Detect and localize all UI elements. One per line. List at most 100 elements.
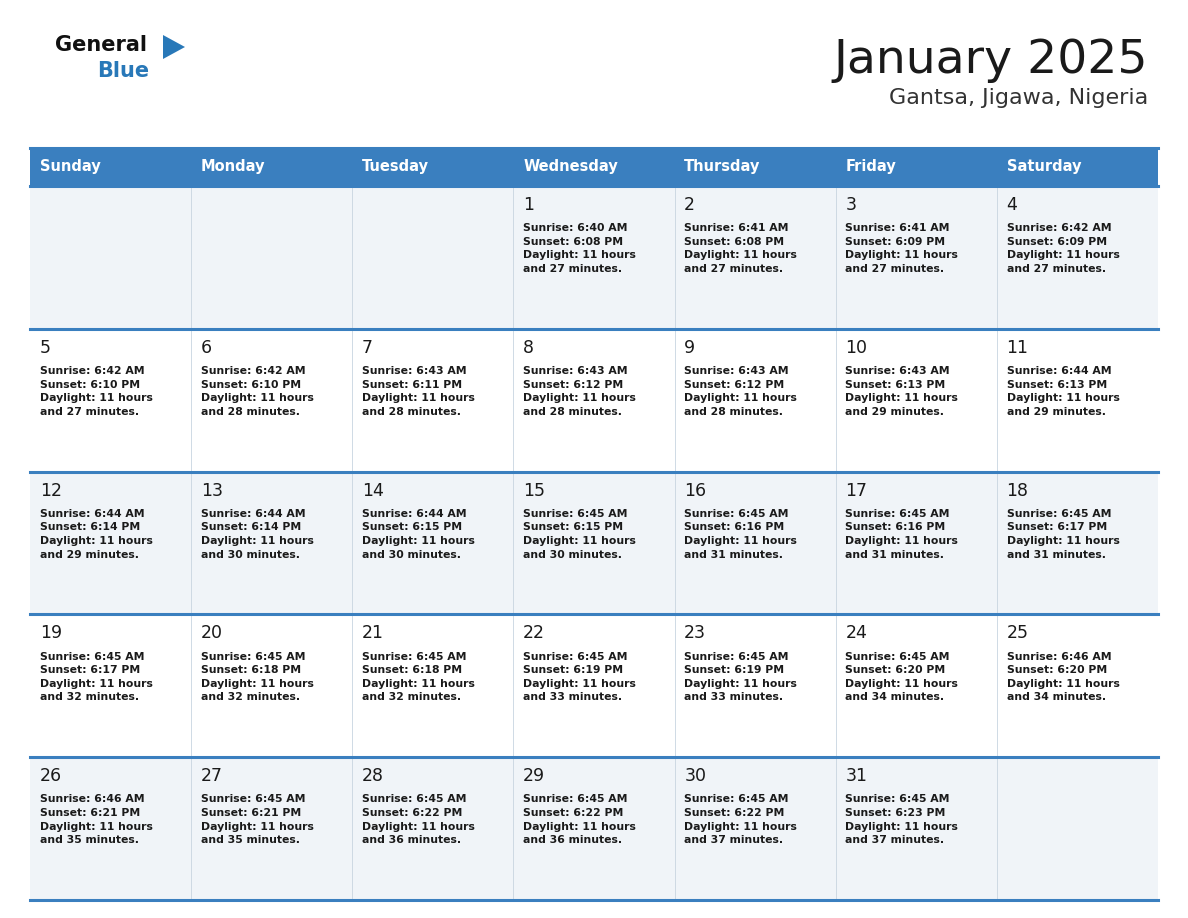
Bar: [30, 329, 191, 472]
Text: Sunrise: 6:45 AM
Sunset: 6:22 PM
Daylight: 11 hours
and 36 minutes.: Sunrise: 6:45 AM Sunset: 6:22 PM Dayligh…: [362, 794, 475, 845]
Bar: [835, 186, 997, 329]
Bar: [675, 329, 835, 472]
Text: Sunrise: 6:43 AM
Sunset: 6:12 PM
Daylight: 11 hours
and 28 minutes.: Sunrise: 6:43 AM Sunset: 6:12 PM Dayligh…: [684, 366, 797, 417]
Bar: [353, 472, 513, 614]
Text: Sunrise: 6:46 AM
Sunset: 6:20 PM
Daylight: 11 hours
and 34 minutes.: Sunrise: 6:46 AM Sunset: 6:20 PM Dayligh…: [1006, 652, 1119, 702]
Bar: [675, 757, 835, 900]
Bar: [191, 472, 353, 614]
Text: Thursday: Thursday: [684, 160, 760, 174]
Text: 1: 1: [523, 196, 535, 214]
Bar: [997, 329, 1158, 472]
Bar: [675, 148, 835, 186]
Bar: [353, 186, 513, 329]
Bar: [835, 614, 997, 757]
Bar: [353, 757, 513, 900]
Text: Sunrise: 6:45 AM
Sunset: 6:17 PM
Daylight: 11 hours
and 31 minutes.: Sunrise: 6:45 AM Sunset: 6:17 PM Dayligh…: [1006, 509, 1119, 560]
Text: Sunrise: 6:45 AM
Sunset: 6:20 PM
Daylight: 11 hours
and 34 minutes.: Sunrise: 6:45 AM Sunset: 6:20 PM Dayligh…: [846, 652, 959, 702]
Bar: [30, 148, 191, 186]
Bar: [513, 614, 675, 757]
Text: Friday: Friday: [846, 160, 896, 174]
Bar: [835, 757, 997, 900]
Bar: [30, 472, 191, 614]
Text: Sunrise: 6:45 AM
Sunset: 6:21 PM
Daylight: 11 hours
and 35 minutes.: Sunrise: 6:45 AM Sunset: 6:21 PM Dayligh…: [201, 794, 314, 845]
Text: Sunrise: 6:44 AM
Sunset: 6:15 PM
Daylight: 11 hours
and 30 minutes.: Sunrise: 6:44 AM Sunset: 6:15 PM Dayligh…: [362, 509, 475, 560]
Text: Blue: Blue: [97, 61, 150, 81]
Polygon shape: [163, 35, 185, 59]
Text: Sunrise: 6:42 AM
Sunset: 6:10 PM
Daylight: 11 hours
and 28 minutes.: Sunrise: 6:42 AM Sunset: 6:10 PM Dayligh…: [201, 366, 314, 417]
Text: 22: 22: [523, 624, 545, 643]
Bar: [675, 186, 835, 329]
Text: General: General: [55, 35, 147, 55]
Text: 25: 25: [1006, 624, 1029, 643]
Bar: [30, 614, 191, 757]
Bar: [513, 329, 675, 472]
Text: Sunrise: 6:40 AM
Sunset: 6:08 PM
Daylight: 11 hours
and 27 minutes.: Sunrise: 6:40 AM Sunset: 6:08 PM Dayligh…: [523, 223, 636, 274]
Text: 27: 27: [201, 767, 223, 785]
Text: 31: 31: [846, 767, 867, 785]
Text: Sunrise: 6:43 AM
Sunset: 6:11 PM
Daylight: 11 hours
and 28 minutes.: Sunrise: 6:43 AM Sunset: 6:11 PM Dayligh…: [362, 366, 475, 417]
Bar: [675, 472, 835, 614]
Text: Sunrise: 6:45 AM
Sunset: 6:19 PM
Daylight: 11 hours
and 33 minutes.: Sunrise: 6:45 AM Sunset: 6:19 PM Dayligh…: [684, 652, 797, 702]
Bar: [835, 472, 997, 614]
Bar: [997, 186, 1158, 329]
Text: 26: 26: [39, 767, 62, 785]
Text: 8: 8: [523, 339, 535, 357]
Text: Saturday: Saturday: [1006, 160, 1081, 174]
Text: 20: 20: [201, 624, 223, 643]
Bar: [997, 757, 1158, 900]
Text: Sunrise: 6:44 AM
Sunset: 6:14 PM
Daylight: 11 hours
and 30 minutes.: Sunrise: 6:44 AM Sunset: 6:14 PM Dayligh…: [201, 509, 314, 560]
Text: 11: 11: [1006, 339, 1029, 357]
Text: 15: 15: [523, 482, 545, 499]
Text: Sunrise: 6:45 AM
Sunset: 6:18 PM
Daylight: 11 hours
and 32 minutes.: Sunrise: 6:45 AM Sunset: 6:18 PM Dayligh…: [362, 652, 475, 702]
Bar: [835, 148, 997, 186]
Text: Sunrise: 6:41 AM
Sunset: 6:08 PM
Daylight: 11 hours
and 27 minutes.: Sunrise: 6:41 AM Sunset: 6:08 PM Dayligh…: [684, 223, 797, 274]
Bar: [513, 186, 675, 329]
Text: 9: 9: [684, 339, 695, 357]
Text: Tuesday: Tuesday: [362, 160, 429, 174]
Text: 29: 29: [523, 767, 545, 785]
Text: Sunrise: 6:45 AM
Sunset: 6:15 PM
Daylight: 11 hours
and 30 minutes.: Sunrise: 6:45 AM Sunset: 6:15 PM Dayligh…: [523, 509, 636, 560]
Text: Sunday: Sunday: [39, 160, 101, 174]
Bar: [30, 757, 191, 900]
Text: 7: 7: [362, 339, 373, 357]
Text: 30: 30: [684, 767, 706, 785]
Text: Sunrise: 6:44 AM
Sunset: 6:13 PM
Daylight: 11 hours
and 29 minutes.: Sunrise: 6:44 AM Sunset: 6:13 PM Dayligh…: [1006, 366, 1119, 417]
Text: 3: 3: [846, 196, 857, 214]
Bar: [353, 148, 513, 186]
Text: 4: 4: [1006, 196, 1017, 214]
Text: Wednesday: Wednesday: [523, 160, 618, 174]
Text: 17: 17: [846, 482, 867, 499]
Text: 5: 5: [39, 339, 51, 357]
Text: 14: 14: [362, 482, 384, 499]
Text: 13: 13: [201, 482, 223, 499]
Text: Sunrise: 6:43 AM
Sunset: 6:13 PM
Daylight: 11 hours
and 29 minutes.: Sunrise: 6:43 AM Sunset: 6:13 PM Dayligh…: [846, 366, 959, 417]
Bar: [191, 757, 353, 900]
Text: 2: 2: [684, 196, 695, 214]
Text: Sunrise: 6:45 AM
Sunset: 6:18 PM
Daylight: 11 hours
and 32 minutes.: Sunrise: 6:45 AM Sunset: 6:18 PM Dayligh…: [201, 652, 314, 702]
Text: 28: 28: [362, 767, 384, 785]
Bar: [675, 614, 835, 757]
Text: Sunrise: 6:45 AM
Sunset: 6:22 PM
Daylight: 11 hours
and 37 minutes.: Sunrise: 6:45 AM Sunset: 6:22 PM Dayligh…: [684, 794, 797, 845]
Text: 23: 23: [684, 624, 706, 643]
Text: 18: 18: [1006, 482, 1029, 499]
Text: Sunrise: 6:42 AM
Sunset: 6:09 PM
Daylight: 11 hours
and 27 minutes.: Sunrise: 6:42 AM Sunset: 6:09 PM Dayligh…: [1006, 223, 1119, 274]
Bar: [353, 329, 513, 472]
Text: Sunrise: 6:43 AM
Sunset: 6:12 PM
Daylight: 11 hours
and 28 minutes.: Sunrise: 6:43 AM Sunset: 6:12 PM Dayligh…: [523, 366, 636, 417]
Text: Gantsa, Jigawa, Nigeria: Gantsa, Jigawa, Nigeria: [889, 88, 1148, 108]
Text: Sunrise: 6:46 AM
Sunset: 6:21 PM
Daylight: 11 hours
and 35 minutes.: Sunrise: 6:46 AM Sunset: 6:21 PM Dayligh…: [39, 794, 152, 845]
Bar: [835, 329, 997, 472]
Bar: [997, 472, 1158, 614]
Text: January 2025: January 2025: [834, 38, 1148, 83]
Text: Sunrise: 6:45 AM
Sunset: 6:19 PM
Daylight: 11 hours
and 33 minutes.: Sunrise: 6:45 AM Sunset: 6:19 PM Dayligh…: [523, 652, 636, 702]
Bar: [353, 614, 513, 757]
Text: Sunrise: 6:45 AM
Sunset: 6:22 PM
Daylight: 11 hours
and 36 minutes.: Sunrise: 6:45 AM Sunset: 6:22 PM Dayligh…: [523, 794, 636, 845]
Text: 19: 19: [39, 624, 62, 643]
Text: 21: 21: [362, 624, 384, 643]
Text: Sunrise: 6:45 AM
Sunset: 6:23 PM
Daylight: 11 hours
and 37 minutes.: Sunrise: 6:45 AM Sunset: 6:23 PM Dayligh…: [846, 794, 959, 845]
Text: Monday: Monday: [201, 160, 265, 174]
Text: Sunrise: 6:45 AM
Sunset: 6:17 PM
Daylight: 11 hours
and 32 minutes.: Sunrise: 6:45 AM Sunset: 6:17 PM Dayligh…: [39, 652, 152, 702]
Bar: [30, 186, 191, 329]
Text: Sunrise: 6:41 AM
Sunset: 6:09 PM
Daylight: 11 hours
and 27 minutes.: Sunrise: 6:41 AM Sunset: 6:09 PM Dayligh…: [846, 223, 959, 274]
Bar: [513, 757, 675, 900]
Text: Sunrise: 6:45 AM
Sunset: 6:16 PM
Daylight: 11 hours
and 31 minutes.: Sunrise: 6:45 AM Sunset: 6:16 PM Dayligh…: [846, 509, 959, 560]
